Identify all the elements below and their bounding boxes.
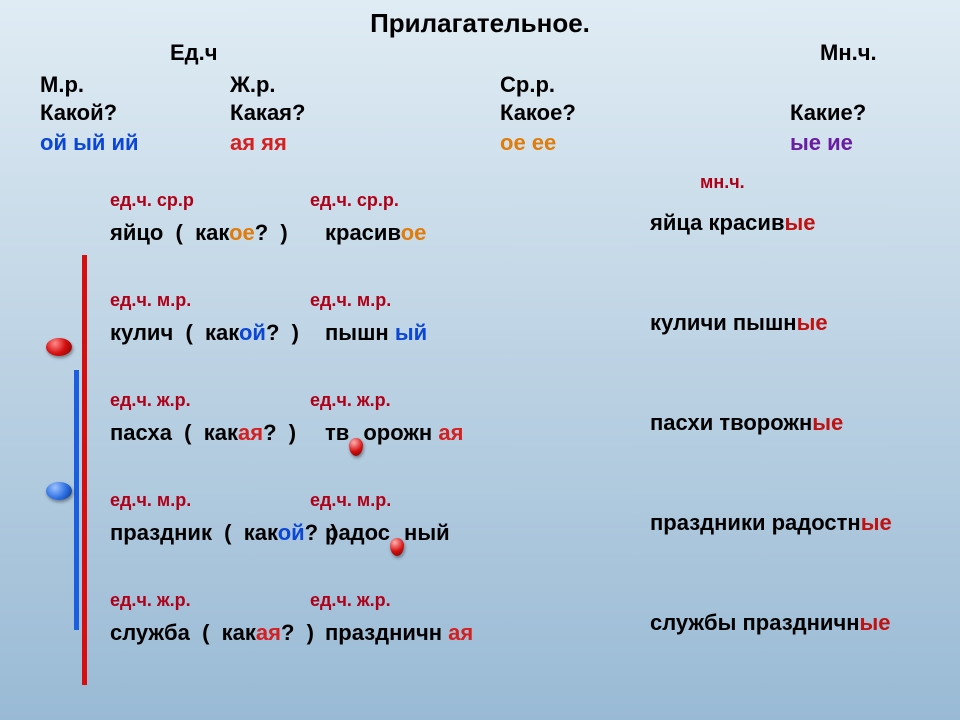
noun-label-row4: ед.ч. ж.р. [110,590,191,611]
noun-q-row4: служба ( какая? ) [110,620,314,646]
adj-label-row3: ед.ч. м.р. [310,490,391,511]
noun-label-row0: ед.ч. ср.р [110,190,194,211]
adj-row4: праздничн ая [325,620,473,646]
plural-row4: службы праздничные [650,610,891,636]
page-title: Прилагательное. [0,0,960,39]
blue-bar [74,370,79,630]
noun-label-row1: ед.ч. м.р. [110,290,191,311]
noun-q-row2: пасха ( какая? ) [110,420,296,446]
plural-row3: праздники радостные [650,510,892,536]
adj-label-row1: ед.ч. м.р. [310,290,391,311]
noun-label-row3: ед.ч. м.р. [110,490,191,511]
adj-row2: творожн ая [325,420,463,446]
adj-row1: пышн ый [325,320,427,346]
endings-m: ой ый ий [40,130,139,156]
plural-row0: яйца красивые [650,210,816,236]
plural-row1: куличи пышные [650,310,828,336]
singular-label: Ед.ч [170,40,218,66]
blue-dot-icon [46,482,72,500]
adj-row0: красивое [325,220,426,246]
noun-q-row3: праздник ( какой? ) [110,520,338,546]
endings-f: ая яя [230,130,287,156]
endings-n: ое ее [500,130,556,156]
adj-label-row0: ед.ч. ср.р. [310,190,399,211]
gender-m: М.р. [40,72,84,98]
question-n: Какое? [500,100,576,126]
plural-label: Мн.ч. [820,40,877,66]
red-bar [82,255,87,685]
adj-label-row2: ед.ч. ж.р. [310,390,391,411]
noun-q-row0: яйцо ( какое? ) [110,220,288,246]
endings-pl: ые ие [790,130,853,156]
question-f: Какая? [230,100,305,126]
adj-row3: радосный [325,520,450,546]
gender-n: Ср.р. [500,72,555,98]
examples-area: мн.ч.ед.ч. ср.ред.ч. ср.р.яйцо ( какое? … [0,190,960,720]
plural-row2: пасхи творожные [650,410,843,436]
red-dot-icon [46,338,72,356]
question-m: Какой? [40,100,117,126]
question-pl: Какие? [790,100,866,126]
noun-q-row1: кулич ( какой? ) [110,320,299,346]
adj-label-row4: ед.ч. ж.р. [310,590,391,611]
noun-label-row2: ед.ч. ж.р. [110,390,191,411]
gender-f: Ж.р. [230,72,276,98]
plural-column-header: мн.ч. [700,172,745,193]
